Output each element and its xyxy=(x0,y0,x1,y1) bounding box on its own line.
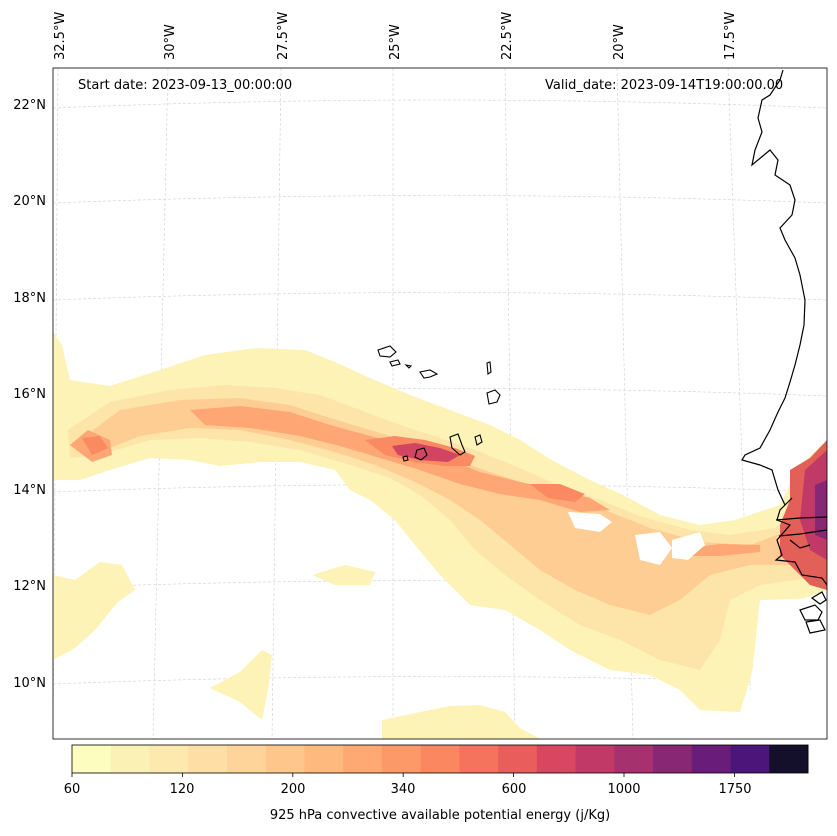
cape-contour-600-east xyxy=(530,484,585,502)
parallel-22n xyxy=(53,99,827,109)
colorbar-tick-600: 600 xyxy=(501,782,527,797)
lat-label-10n: 10°N xyxy=(13,676,46,691)
colorbar-swatch xyxy=(381,745,422,773)
colorbar-swatch xyxy=(72,745,112,773)
colorbar-swatch xyxy=(536,745,577,773)
island-sao-nicolau xyxy=(419,369,439,379)
lon-label-30w: 30°W xyxy=(163,24,178,60)
island-sao-vicente xyxy=(389,359,401,367)
colorbar-title: 925 hPa convective available potential e… xyxy=(269,808,611,823)
west-africa-coast xyxy=(741,69,827,586)
colorbar-swatch xyxy=(265,745,305,773)
coast-notch xyxy=(789,539,811,549)
cape-contour-west-blob xyxy=(53,562,135,660)
colorbar-swatch xyxy=(226,745,267,773)
lat-label-12n: 12°N xyxy=(13,579,46,594)
island-maio xyxy=(474,434,483,446)
parallel-20n xyxy=(53,195,827,204)
colorbar-tick-120: 120 xyxy=(169,782,195,797)
cape-gap-1 xyxy=(568,512,612,532)
colorbar-tick-1000: 1000 xyxy=(607,782,641,797)
cape-gap-3 xyxy=(672,532,705,560)
meridian-22-5w xyxy=(504,68,516,739)
colorbar-tick-1750: 1750 xyxy=(718,782,752,797)
island-santiago xyxy=(449,433,466,456)
senegal-river-mouth xyxy=(775,516,827,521)
colorbar-swatch xyxy=(420,745,460,773)
parallel-10n xyxy=(53,676,827,685)
colorbar-swatch xyxy=(188,745,228,773)
island-santo-antao xyxy=(377,345,397,358)
island-sal xyxy=(486,361,492,375)
meridian-17-5w xyxy=(727,68,753,739)
colorbar-swatch xyxy=(304,745,344,773)
cape-contour-coast-max xyxy=(815,480,827,540)
island-brava xyxy=(402,455,409,462)
colorbar-swatch xyxy=(110,745,150,773)
cape-contour-south-blob xyxy=(210,650,272,720)
cape-contour-600-west xyxy=(82,436,108,455)
lon-label-22-5w: 22.5°W xyxy=(500,11,515,60)
parallel-18n xyxy=(53,292,827,301)
colorbar-tick-340: 340 xyxy=(390,782,416,797)
lon-label-25w: 25°W xyxy=(388,24,403,60)
island-small xyxy=(404,364,413,369)
colorbar-swatch xyxy=(575,745,615,773)
lon-label-17-5w: 17.5°W xyxy=(723,11,738,60)
lat-label-20n: 20°N xyxy=(13,194,46,209)
colorbar-swatch xyxy=(769,745,809,773)
valid-date-label: Valid_date: 2023-09-14T19:00:00.00 xyxy=(545,78,784,93)
lat-label-14n: 14°N xyxy=(13,483,46,498)
cape-gap-south-coast xyxy=(745,598,827,739)
lat-label-18n: 18°N xyxy=(13,291,46,306)
colorbar-swatch xyxy=(498,745,538,773)
colorbar-swatch xyxy=(730,745,770,773)
colorbar-swatch xyxy=(343,745,383,773)
lon-label-20w: 20°W xyxy=(612,24,627,60)
colorbar-swatch xyxy=(459,745,499,773)
map-frame xyxy=(52,67,828,740)
colorbar-ticks xyxy=(71,773,735,777)
lon-label-32-5w: 32.5°W xyxy=(53,11,68,60)
meridian-20w xyxy=(616,68,634,739)
cape-gap-2 xyxy=(635,532,672,565)
colorbar-swatch xyxy=(691,745,732,773)
cape-contour-340 xyxy=(190,406,610,512)
parallel-12n xyxy=(53,580,827,589)
colorbar-frame xyxy=(71,744,809,774)
lon-label-27-5w: 27.5°W xyxy=(276,11,291,60)
colorbar xyxy=(72,745,809,773)
island-fogo xyxy=(414,447,428,461)
cape-contour-tail xyxy=(382,705,540,739)
cape-field xyxy=(53,332,827,739)
gambia-outline xyxy=(778,529,827,537)
lat-label-16n: 16°N xyxy=(13,387,46,402)
cape-contour-east-strip xyxy=(690,544,760,556)
coastlines xyxy=(741,69,827,634)
colorbar-tick-200: 200 xyxy=(280,782,306,797)
colorbar-swatch xyxy=(653,745,693,773)
colorbar-swatch xyxy=(149,745,189,773)
bijagos-islands xyxy=(799,591,827,634)
colorbar-tick-60: 60 xyxy=(63,782,81,797)
cape-contour-mid-blob xyxy=(312,565,375,585)
island-boa-vista xyxy=(486,389,501,405)
cape-contour-200 xyxy=(80,398,827,615)
colorbar-swatch xyxy=(614,745,654,773)
cape-verde-islands xyxy=(377,345,501,462)
start-date-label: Start date: 2023-09-13_00:00:00 xyxy=(78,78,293,93)
lat-label-22n: 22°N xyxy=(13,98,46,113)
